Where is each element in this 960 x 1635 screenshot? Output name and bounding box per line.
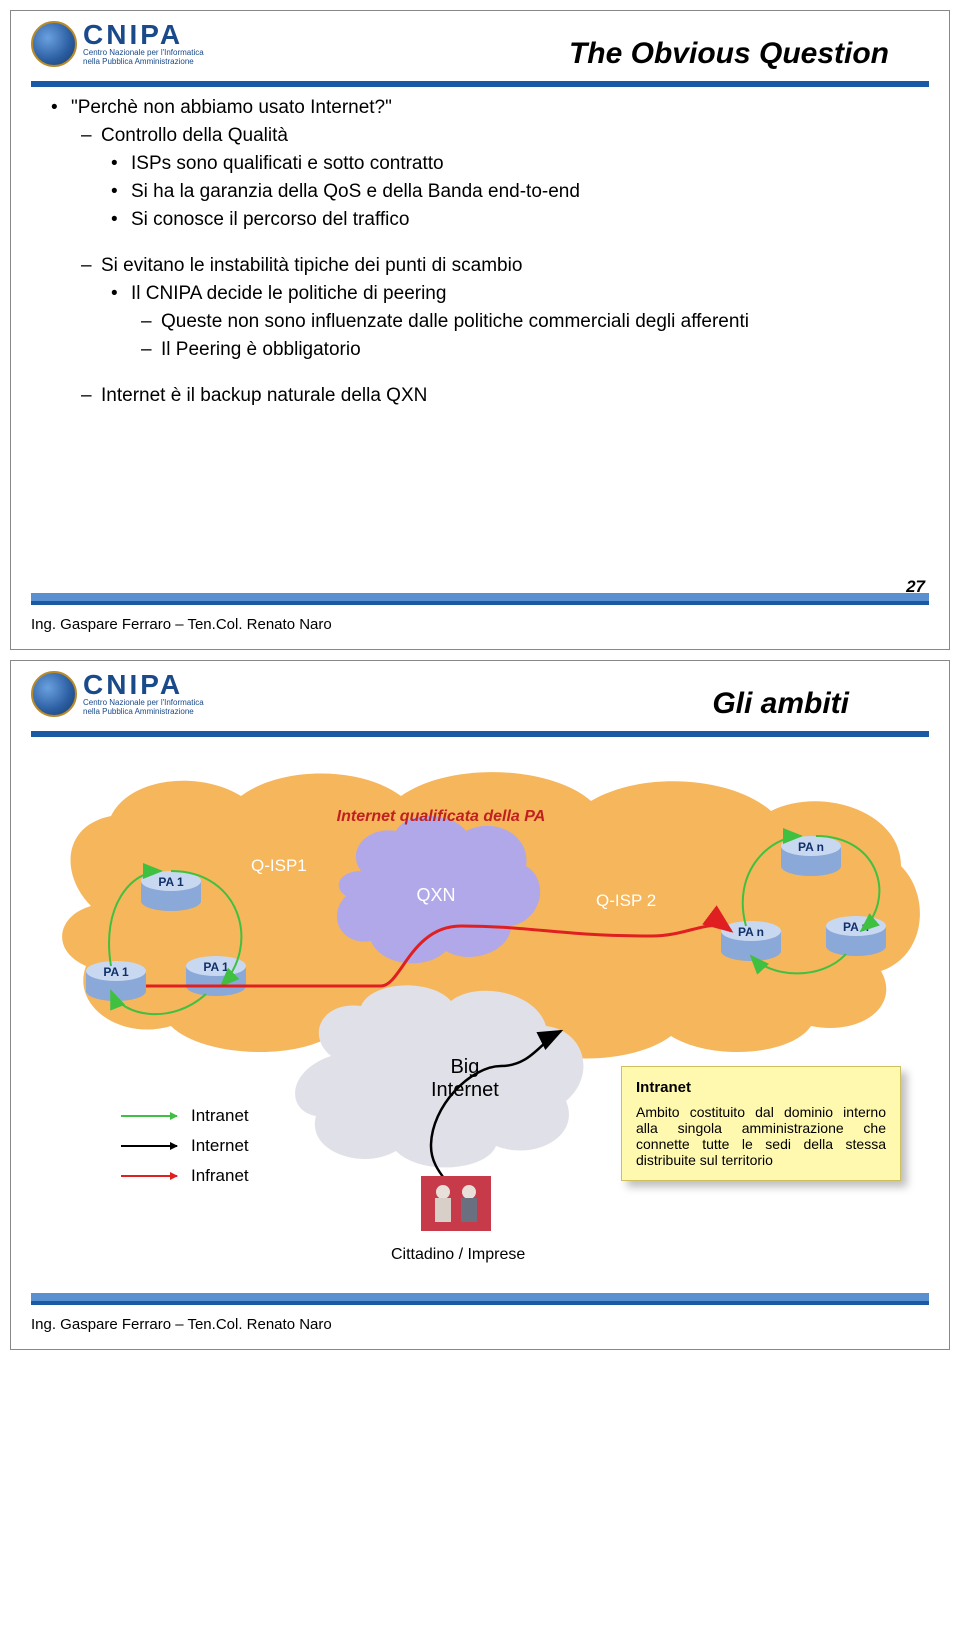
slide-gli-ambiti: CNIPA Centro Nazionale per l'Informatica… xyxy=(10,660,950,1350)
node-pa1-c: PA 1 xyxy=(86,961,146,1001)
citizen-label: Cittadino / Imprese xyxy=(391,1246,525,1264)
logo-emblem-icon xyxy=(31,671,77,717)
bullet-l4a: Queste non sono influenzate dalle politi… xyxy=(161,311,749,333)
description-box: Intranet Ambito costituito dal dominio i… xyxy=(621,1066,901,1181)
citizen-icon xyxy=(421,1176,491,1231)
legend-line-icon xyxy=(121,1175,177,1177)
logo-emblem-icon xyxy=(31,21,77,67)
logo-name: CNIPA xyxy=(83,671,204,699)
legend-internet: Internet xyxy=(121,1136,249,1156)
legend-intranet: Intranet xyxy=(121,1106,249,1126)
svg-text:PA 1: PA 1 xyxy=(158,875,184,889)
bullet-l2b: Si evitano le instabilità tipiche dei pu… xyxy=(101,255,522,277)
footer-line xyxy=(31,1293,929,1305)
node-pa1-a: PA 1 xyxy=(141,871,201,911)
bullet-l3a: ISPs sono qualificati e sotto contratto xyxy=(131,153,444,175)
bullet-l1: "Perchè non abbiamo usato Internet?" xyxy=(71,97,392,119)
logo-sub2: nella Pubblica Amministrazione xyxy=(83,708,204,717)
bullet-l2c: Internet è il backup naturale della QXN xyxy=(101,385,427,407)
diagram-svg: Internet qualificata della PA Q-ISP1 QXN… xyxy=(31,756,931,1276)
label-qisp1: Q-ISP1 xyxy=(251,856,307,875)
descbox-title: Intranet xyxy=(636,1079,886,1096)
bullet-l2a: Controllo della Qualità xyxy=(101,125,288,147)
bullet-l3d: Il CNIPA decide le politiche di peering xyxy=(131,283,446,305)
network-diagram: Internet qualificata della PA Q-ISP1 QXN… xyxy=(31,756,931,1276)
label-qisp2: Q-ISP 2 xyxy=(596,891,656,910)
svg-text:PA n: PA n xyxy=(738,925,764,939)
footer-text: Ing. Gaspare Ferraro – Ten.Col. Renato N… xyxy=(31,1316,332,1333)
legend: Intranet Internet Infranet xyxy=(121,1096,249,1196)
legend-line-icon xyxy=(121,1115,177,1117)
node-pan-b: PA n xyxy=(826,916,886,956)
slide-title: Gli ambiti xyxy=(712,687,849,721)
title-underline xyxy=(31,81,929,87)
logo-sub2: nella Pubblica Amministrazione xyxy=(83,58,204,67)
bullet-l4b: Il Peering è obbligatorio xyxy=(161,339,361,361)
svg-text:PA n: PA n xyxy=(798,840,824,854)
footer-line xyxy=(31,593,929,605)
legend-line-icon xyxy=(121,1145,177,1147)
node-pan-c: PA n xyxy=(721,921,781,961)
slide-content: •"Perchè non abbiamo usato Internet?" –C… xyxy=(51,97,909,407)
logo: CNIPA Centro Nazionale per l'Informatica… xyxy=(31,21,204,67)
big-internet-label: Big Internet xyxy=(431,1056,499,1102)
label-qxn: QXN xyxy=(416,885,455,905)
footer-text: Ing. Gaspare Ferraro – Ten.Col. Renato N… xyxy=(31,616,332,633)
logo: CNIPA Centro Nazionale per l'Informatica… xyxy=(31,671,204,717)
svg-text:PA 1: PA 1 xyxy=(203,960,229,974)
label-internet-pa: Internet qualificata della PA xyxy=(337,808,546,825)
node-pan-a: PA n xyxy=(781,836,841,876)
title-underline xyxy=(31,731,929,737)
slide-title: The Obvious Question xyxy=(569,37,889,71)
svg-text:PA 1: PA 1 xyxy=(103,965,129,979)
descbox-body: Ambito costituito dal dominio interno al… xyxy=(636,1104,886,1168)
bullet-l3b: Si ha la garanzia della QoS e della Band… xyxy=(131,181,580,203)
logo-name: CNIPA xyxy=(83,21,204,49)
legend-infranet: Infranet xyxy=(121,1166,249,1186)
bullet-l3c: Si conosce il percorso del traffico xyxy=(131,209,409,231)
slide-obvious-question: CNIPA Centro Nazionale per l'Informatica… xyxy=(10,10,950,650)
